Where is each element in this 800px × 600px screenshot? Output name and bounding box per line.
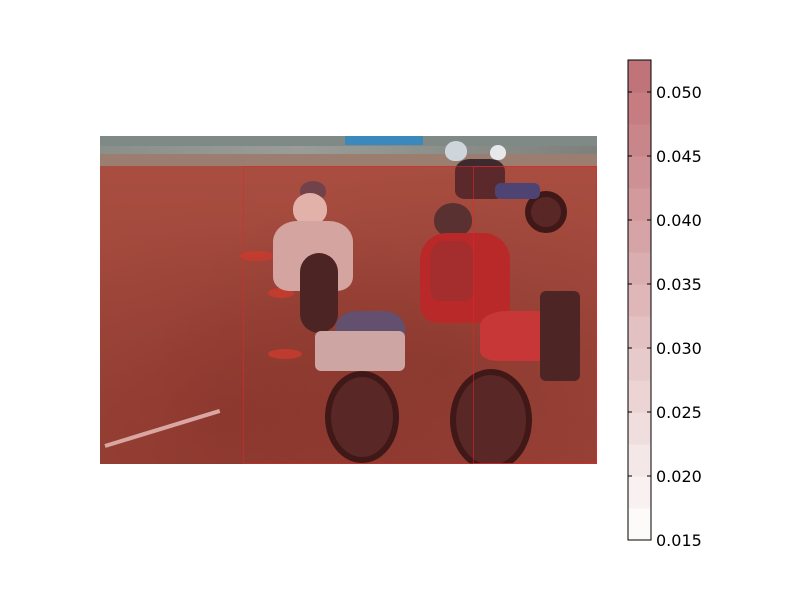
rider-front-wheel: [450, 369, 532, 464]
colorbar-tick-label: 0.030: [656, 339, 702, 358]
rider-far-helmet: [445, 141, 467, 161]
colorbar-band: [628, 252, 651, 285]
rider-middle-wheel: [325, 371, 399, 463]
rider-far-helmet-2: [490, 145, 506, 160]
heat-overlay: [100, 166, 597, 464]
colorbar-band: [628, 60, 651, 93]
rider-far-bike: [495, 183, 540, 199]
rider-middle-helmet: [293, 193, 327, 225]
colorbar-tick-label: 0.045: [656, 147, 702, 166]
colorbar-band: [628, 348, 651, 381]
photo-blue-tarp: [345, 136, 423, 145]
colorbar-ticks: 0.015 0.020 0.025 0.030 0.035 0.040 0.045 0.050: [628, 83, 702, 550]
colorbar-tick-label: 0.020: [656, 467, 702, 486]
rider-front: [420, 201, 597, 464]
colorbar-tick-label: 0.025: [656, 403, 702, 422]
photo-tire-marker: [240, 251, 274, 261]
colorbar-tick-label: 0.015: [656, 531, 702, 550]
rider-middle-protector: [300, 253, 338, 333]
rider-front-armor: [430, 241, 474, 301]
colorbar-band: [628, 476, 651, 509]
colorbar-band: [628, 444, 651, 477]
colorbar-bands: [628, 60, 651, 541]
colorbar-tick-label: 0.040: [656, 211, 702, 230]
rider-far: [445, 141, 567, 236]
heat-region-box: [473, 166, 597, 464]
colorbar-band: [628, 220, 651, 253]
colorbar-tick-label: 0.050: [656, 83, 702, 102]
colorbar-band: [628, 508, 651, 541]
colorbar-band: [628, 124, 651, 157]
colorbar-band: [628, 92, 651, 125]
colorbar-frame: [627, 59, 652, 541]
colorbar-band: [628, 412, 651, 445]
rider-front-helmet: [434, 203, 472, 237]
photo-tire-marker: [268, 349, 302, 359]
colorbar-band: [628, 284, 651, 317]
colorbar-band: [628, 188, 651, 221]
colorbar-band: [628, 316, 651, 349]
photo-tire-marker: [268, 288, 294, 298]
rider-middle: [265, 181, 455, 463]
background-photo: [100, 136, 597, 464]
photo-fence: [100, 146, 597, 156]
colorbar-tick-label: 0.035: [656, 275, 702, 294]
rider-middle-bike: [315, 331, 405, 371]
colorbar-band: [628, 156, 651, 189]
rider-front-fork: [540, 291, 580, 381]
colorbar-band: [628, 380, 651, 413]
